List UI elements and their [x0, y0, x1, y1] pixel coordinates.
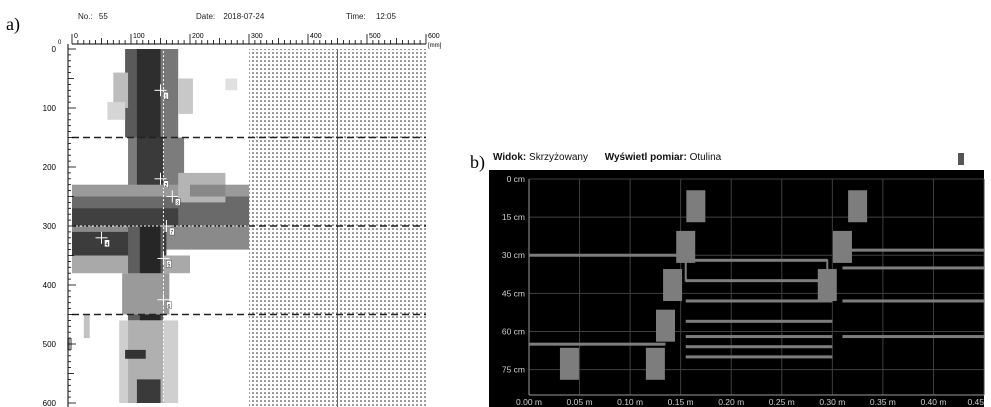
rebar-block-5: [559, 347, 579, 380]
rebar-line-5: [685, 319, 833, 323]
x-tick-label: 0.30 m: [819, 397, 845, 407]
rebar-line-10: [842, 266, 984, 270]
scan-time-value: 12:05: [375, 12, 396, 21]
rebar-line-6: [685, 335, 833, 339]
left-axis-label: 100: [43, 104, 57, 113]
marker-tag: [166, 260, 172, 268]
scan-number-value: 55: [98, 12, 108, 21]
marker-tag: [169, 227, 175, 236]
x-tick-label: 0.00 m: [516, 397, 542, 407]
rebar-block-2: [663, 269, 683, 302]
rebar-block-8: [817, 269, 837, 302]
rebar-line-2: [685, 279, 828, 283]
panel-a-label: a): [6, 14, 20, 34]
rebar-line-3: [685, 258, 828, 262]
rebar-block-6: [848, 190, 868, 223]
marker-label: 5: [167, 262, 170, 268]
scan-time-label: Time:: [346, 12, 366, 21]
marker-label: 6: [167, 304, 170, 310]
rebar-line-9: [842, 248, 984, 252]
x-tick-label: 0.20 m: [718, 397, 744, 407]
left-axis-label: 200: [43, 163, 57, 172]
top-axis-unit: [mm]: [428, 43, 442, 49]
x-tick-label: 0.10 m: [617, 397, 643, 407]
marker-label: 2: [165, 183, 168, 189]
x-tick-label: 0.25 m: [769, 397, 795, 407]
scan-date-value: 2018-07-24: [223, 12, 265, 21]
left-axis-label: 0: [52, 45, 57, 54]
scan-block-15: [190, 184, 226, 197]
rebar-frame: [684, 259, 829, 282]
x-tick-label: 0.40 m: [920, 397, 946, 407]
rebar-block-1: [676, 230, 696, 263]
scan-number: No.: 55: [78, 12, 108, 21]
scan-time: Time: 12:05: [346, 12, 396, 21]
scan-block-1: [136, 49, 161, 138]
marker-tag: [163, 180, 169, 189]
rebar-line-7: [685, 345, 833, 349]
marker-label: 1: [165, 94, 168, 100]
top-axis-zero-marker: 0: [58, 40, 62, 46]
left-axis-label: 500: [43, 340, 57, 349]
scan-block-25: [225, 78, 238, 91]
top-axis-label: 400: [310, 33, 322, 40]
left-axis-label: 600: [43, 399, 57, 407]
rebar-line-8: [685, 355, 833, 359]
panel-b-label: b): [470, 152, 485, 172]
marker-tag: [175, 198, 181, 206]
x-tick-label: 0.35 m: [870, 397, 896, 407]
view-value[interactable]: Skrzyżowany: [529, 152, 588, 163]
chart-background: [489, 170, 984, 407]
scan-block-23: [83, 314, 90, 339]
scan-image: 0 100 200 300 400 500 600[mm]00100200300400500…: [43, 33, 442, 407]
top-axis-label: 0: [74, 33, 78, 40]
scan-block-4: [178, 78, 193, 114]
rebar-block-3: [656, 309, 675, 342]
left-axis-label: 300: [43, 222, 57, 231]
y-tick-label: 0 cm: [507, 174, 525, 184]
rebar-block-0: [686, 190, 706, 223]
scan-block-21: [125, 349, 146, 359]
y-tick-label: 30 cm: [502, 250, 525, 260]
marker-label: 3: [176, 201, 179, 207]
top-axis-label: 500: [369, 33, 381, 40]
scan-block-18: [122, 273, 170, 315]
rebar-block-7: [832, 230, 852, 263]
rebar-line-12: [842, 335, 984, 339]
scan-block-22: [136, 379, 161, 403]
scan-block-3: [113, 72, 129, 108]
measure-label: Wyświetl pomiar:: [604, 152, 687, 163]
rebar-block-4: [645, 347, 665, 380]
panel-handle-icon[interactable]: [958, 153, 964, 165]
x-tick-label: 0.45: [967, 397, 984, 407]
x-tick-label: 0.15 m: [668, 397, 694, 407]
rebar-line-0: [529, 253, 686, 257]
y-tick-label: 45 cm: [502, 288, 525, 298]
chart-toolbar: Widok: Skrzyżowany Wyświetl pomiar: Otul…: [493, 152, 721, 166]
measure-value[interactable]: Otulina: [689, 152, 722, 163]
left-axis-label: 400: [43, 281, 57, 290]
y-tick-label: 60 cm: [502, 326, 525, 336]
marker-tag: [166, 301, 172, 309]
marker-label: 4: [106, 242, 109, 248]
scan-number-label: No.:: [78, 12, 93, 21]
top-axis-label: 100: [133, 33, 145, 40]
marker-tag: [104, 239, 110, 248]
top-axis-label: 600: [428, 33, 440, 40]
y-tick-label: 75 cm: [502, 365, 525, 375]
rebar-line-1: [529, 342, 666, 346]
top-axis-label: 300: [251, 33, 263, 40]
scan-block-2: [160, 49, 179, 138]
y-tick-label: 15 cm: [502, 212, 525, 222]
x-tick-label: 0.05 m: [567, 397, 593, 407]
rebar-line-11: [842, 299, 984, 303]
rebar-line-4: [685, 299, 833, 303]
view-label: Widok:: [493, 152, 527, 163]
top-axis-label: 200: [192, 33, 204, 40]
scan-block-5: [107, 102, 126, 120]
scan-date-label: Date:: [196, 12, 216, 21]
scan-date: Date: 2018-07-24: [196, 12, 264, 21]
marker-label: 7: [170, 230, 173, 236]
marker-tag: [163, 92, 169, 100]
